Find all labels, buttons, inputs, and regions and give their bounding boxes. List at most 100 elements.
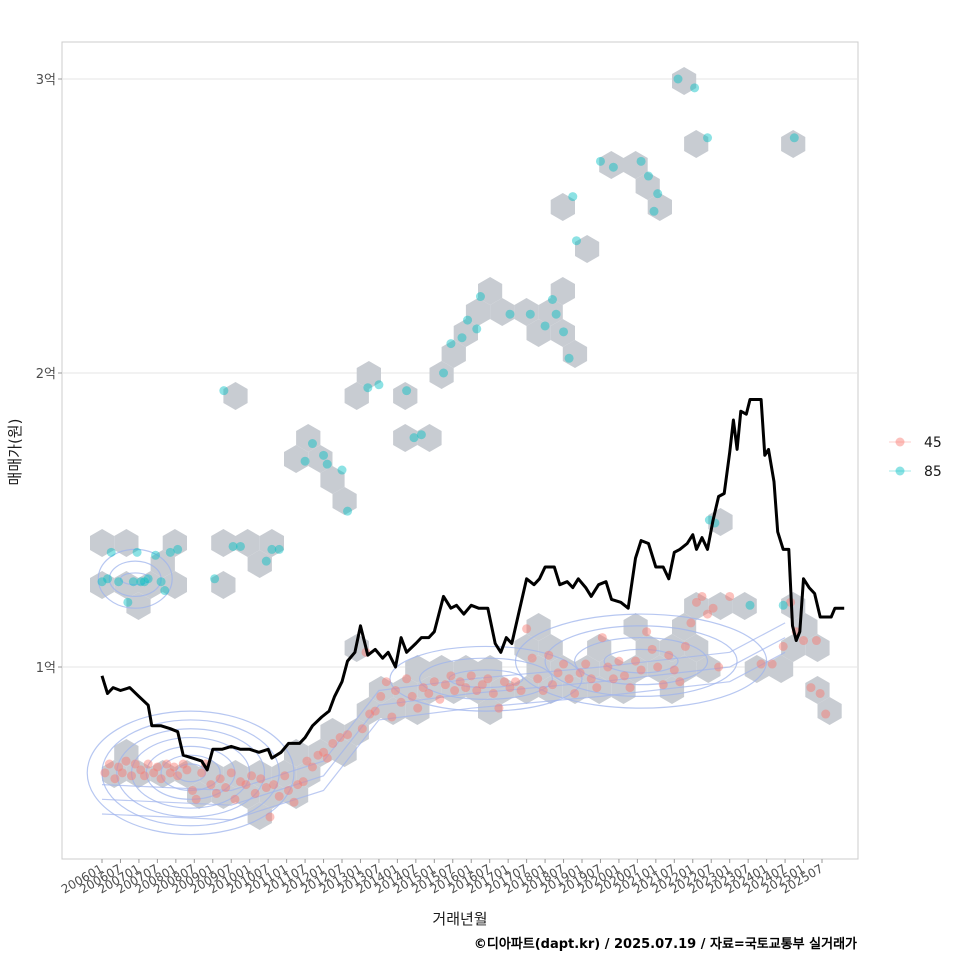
point-series-45 (581, 659, 591, 669)
hexbin-cell (575, 235, 600, 263)
hexbin-cell (708, 592, 733, 620)
point-series-45 (511, 677, 521, 687)
point-series-45 (708, 603, 718, 613)
point-series-45 (197, 768, 207, 778)
point-series-45 (139, 771, 149, 781)
point-series-85 (559, 327, 569, 337)
hexbin-cell (550, 193, 575, 221)
y-tick-label: 1억 (36, 661, 56, 676)
point-series-85 (540, 321, 550, 331)
density-contour (574, 636, 709, 686)
hexbin-cell (781, 130, 806, 158)
legend-key-85 (895, 466, 905, 476)
hexbin-cell (150, 760, 175, 788)
point-series-45 (653, 662, 663, 672)
density-contour (86, 710, 295, 836)
point-series-45 (658, 680, 668, 690)
point-series-45 (564, 674, 574, 684)
hexbin-cell (259, 529, 284, 557)
hexbin-cell (126, 592, 151, 620)
density-contour (116, 728, 266, 818)
point-series-85 (457, 333, 467, 343)
hexbin-cell (344, 382, 369, 410)
point-series-85 (322, 459, 332, 469)
point-series-45 (387, 712, 397, 722)
point-series-85 (472, 324, 482, 334)
x-axis-title: 거래년월 (432, 910, 487, 928)
caption: ©디아파트(dapt.kr) / 2025.07.19 / 자료=국토교통부 실… (474, 936, 857, 952)
point-series-45 (642, 627, 652, 637)
point-series-45 (586, 674, 596, 684)
density-contour (389, 645, 583, 712)
point-series-85 (156, 577, 166, 587)
point-series-45 (265, 812, 275, 822)
point-series-85 (139, 577, 149, 587)
point-series-85 (114, 577, 124, 587)
point-series-45 (117, 768, 127, 778)
hexbin-cell (562, 340, 588, 368)
hexbin-cell (514, 634, 539, 662)
point-series-45 (152, 762, 162, 772)
hexbin-cell (320, 718, 345, 746)
hexbin-cell (235, 529, 260, 557)
point-series-45 (250, 788, 260, 798)
point-series-45 (365, 709, 375, 719)
point-series-85 (319, 450, 329, 460)
point-series-45 (483, 674, 493, 684)
density-contour (418, 657, 554, 700)
point-series-45 (553, 668, 563, 678)
point-series-85 (132, 547, 142, 557)
point-series-45 (289, 797, 299, 807)
hexbin-cell (623, 151, 648, 179)
point-series-45 (173, 771, 183, 781)
density-contour (108, 560, 162, 598)
point-series-45 (391, 686, 401, 696)
point-series-45 (806, 683, 816, 693)
hexbin-cell (356, 361, 381, 389)
point-series-85 (267, 544, 277, 554)
x-axis-ticks: 2006012006072007012007072008012008072009… (59, 859, 826, 897)
point-series-85 (343, 506, 353, 516)
point-series-45 (466, 671, 476, 681)
point-series-85 (745, 600, 755, 610)
point-series-85 (106, 547, 116, 557)
point-series-45 (221, 783, 231, 793)
hexbin-cell (805, 676, 830, 704)
point-series-85 (173, 544, 183, 554)
hexbin-cell (769, 655, 794, 683)
legend-key-45 (895, 437, 905, 447)
hexbin-cell (465, 676, 491, 704)
hexbin-cell (672, 613, 697, 641)
hexbin-cell (393, 382, 418, 410)
hexbin-cell (162, 529, 187, 557)
hexbin-cell (332, 739, 357, 767)
point-series-45 (241, 780, 251, 790)
point-series-45 (269, 780, 279, 790)
point-series-45 (402, 674, 412, 684)
point-series-45 (488, 688, 498, 698)
hexbin-cell (684, 592, 709, 620)
point-series-45 (307, 762, 317, 772)
point-series-45 (686, 618, 696, 628)
point-series-45 (697, 591, 707, 601)
point-series-45 (187, 785, 197, 795)
hexbin-cell (150, 550, 175, 578)
y-axis-ticks: 1억 2억 3억 (36, 73, 62, 676)
hexbin-cell (211, 781, 236, 809)
point-series-85 (123, 597, 133, 607)
point-series-45 (247, 771, 257, 781)
hexbin-cell (805, 634, 830, 662)
point-series-45 (226, 768, 236, 778)
density-contour (544, 625, 738, 697)
point-series-85 (103, 574, 113, 584)
legend: 45 85 (889, 435, 942, 480)
density-contour (603, 648, 679, 674)
point-series-45 (100, 768, 110, 778)
point-series-45 (811, 636, 821, 646)
density-contour (130, 736, 251, 809)
hexbin-cell (138, 571, 163, 599)
point-series-85 (337, 465, 347, 475)
hexbin-cell (247, 760, 272, 788)
